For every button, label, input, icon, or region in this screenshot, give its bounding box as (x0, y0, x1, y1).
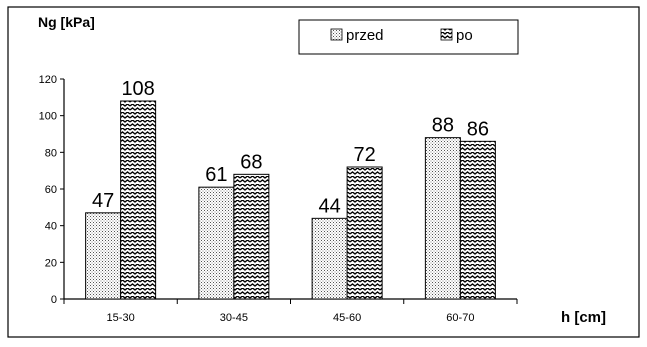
y-axis-title: Ng [kPa] (38, 14, 95, 30)
bar-po-60-70 (459, 140, 496, 300)
data-label-przed-30-45: 61 (205, 164, 227, 186)
x-tick-label: 60-70 (446, 312, 474, 324)
bar-po-15-30 (120, 100, 157, 300)
x-tick-label: 15-30 (107, 312, 135, 324)
y-tick-label: 120 (39, 74, 57, 86)
y-tick-label: 80 (45, 147, 57, 159)
y-tick-label: 40 (45, 221, 57, 233)
x-axis-title: h [cm] (561, 309, 606, 326)
bars (85, 100, 496, 300)
bar-przed-45-60 (311, 217, 348, 300)
y-tick-label: 100 (39, 111, 57, 123)
data-labels: 47 108 61 68 44 72 88 86 (92, 78, 489, 217)
y-tick-label: 20 (45, 257, 57, 269)
x-tick-label: 30-45 (220, 312, 248, 324)
legend-swatch-przed (330, 28, 343, 41)
data-label-przed-60-70: 88 (432, 115, 454, 137)
bar-przed-60-70 (424, 137, 461, 300)
data-label-przed-45-60: 44 (319, 195, 341, 217)
data-label-po-30-45: 68 (240, 151, 262, 173)
bar-przed-15-30 (85, 212, 122, 300)
y-tick-label: 60 (45, 184, 57, 196)
legend-label-po: po (456, 27, 473, 44)
bar-po-30-45 (233, 173, 270, 300)
data-label-przed-15-30: 47 (92, 190, 114, 212)
legend-swatch-po (440, 28, 453, 41)
bar-po-45-60 (346, 166, 383, 300)
y-tick-label: 0 (51, 294, 57, 306)
bar-przed-30-45 (198, 186, 235, 300)
data-label-po-15-30: 108 (121, 78, 154, 100)
data-label-po-45-60: 72 (354, 144, 376, 166)
data-label-po-60-70: 86 (467, 118, 489, 140)
x-tick-label: 45-60 (333, 312, 361, 324)
legend-label-przed: przed (346, 27, 384, 44)
y-axis: 0 20 40 60 80 100 120 (39, 74, 65, 306)
legend: przed po (298, 19, 519, 55)
